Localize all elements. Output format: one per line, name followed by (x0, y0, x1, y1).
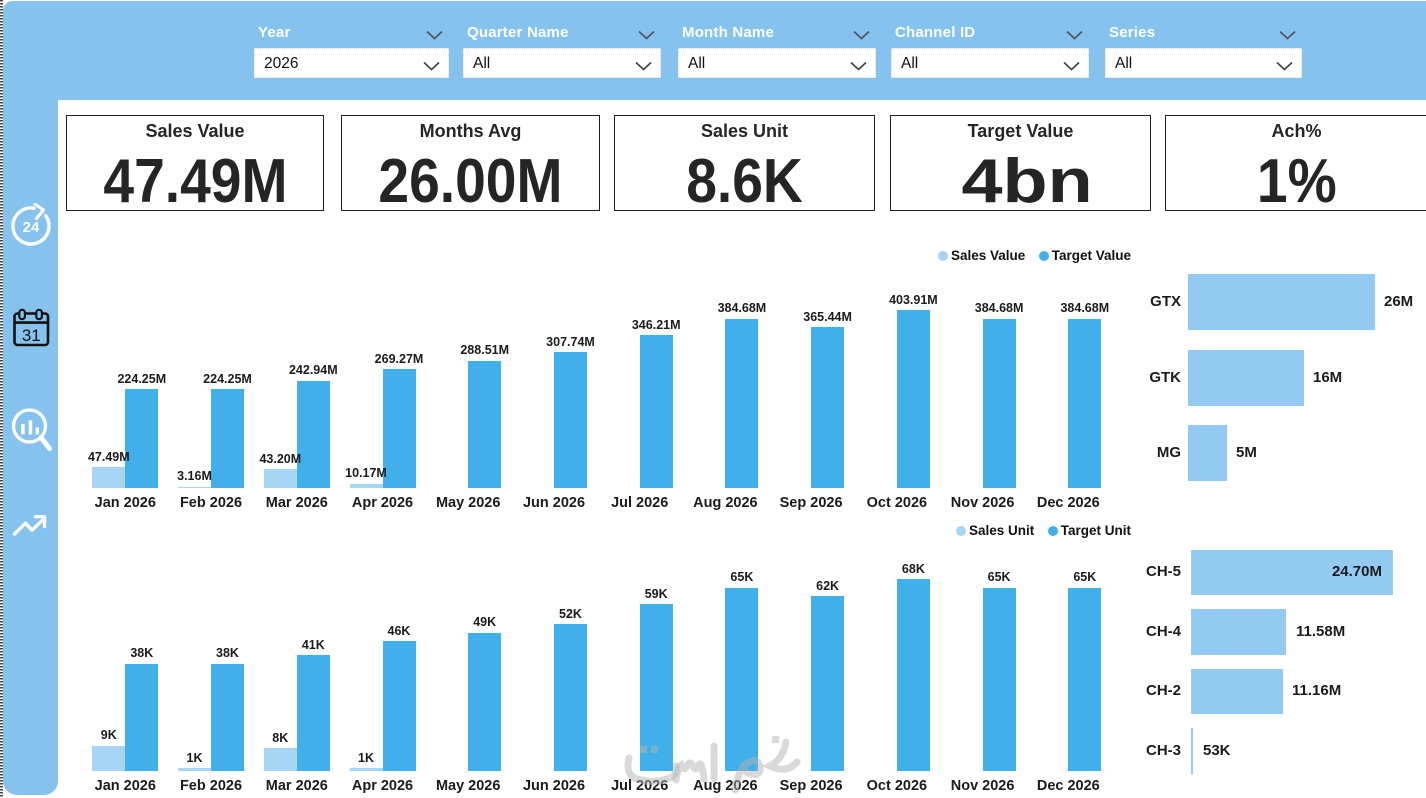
svg-text:31: 31 (22, 326, 41, 345)
svg-text:24: 24 (23, 219, 40, 236)
